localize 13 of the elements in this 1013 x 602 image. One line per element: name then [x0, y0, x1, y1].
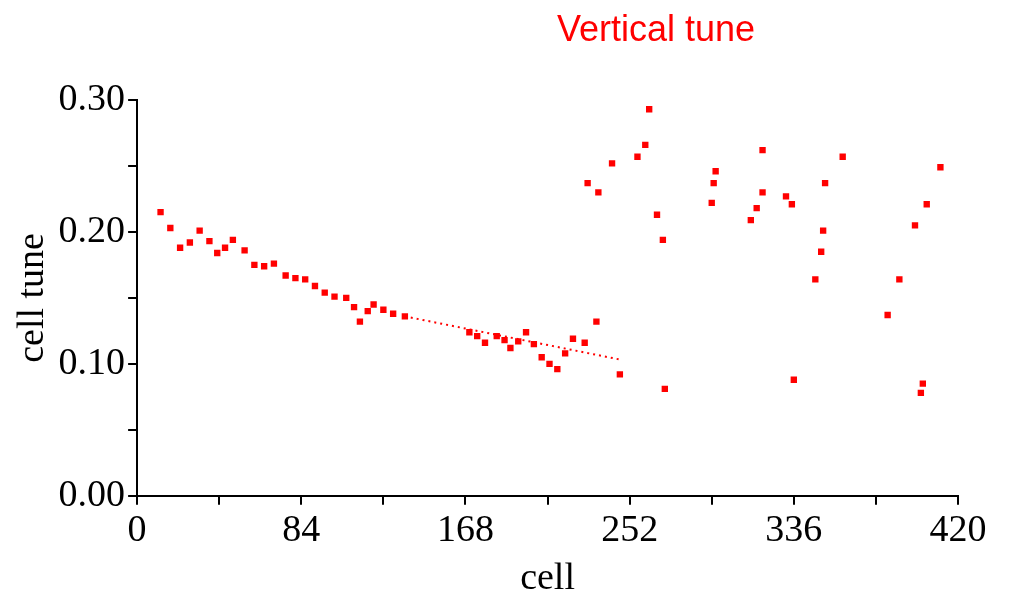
y-tick-label: 0.00: [58, 471, 126, 514]
x-tick-label: 420: [929, 506, 987, 549]
y-tick-label: 0.30: [58, 75, 126, 118]
x-tick-label: 252: [601, 506, 659, 549]
x-tick-label: 0: [127, 506, 147, 549]
x-axis-title: cell: [520, 555, 575, 598]
chart-title: Vertical tune: [557, 8, 756, 50]
y-tick-label: 0.10: [58, 339, 126, 382]
x-tick-label: 336: [765, 506, 823, 549]
x-tick-label: 84: [282, 506, 321, 549]
y-axis-title: cell tune: [8, 233, 51, 363]
x-tick-label: 168: [436, 506, 494, 549]
y-tick-label: 0.20: [58, 207, 126, 250]
